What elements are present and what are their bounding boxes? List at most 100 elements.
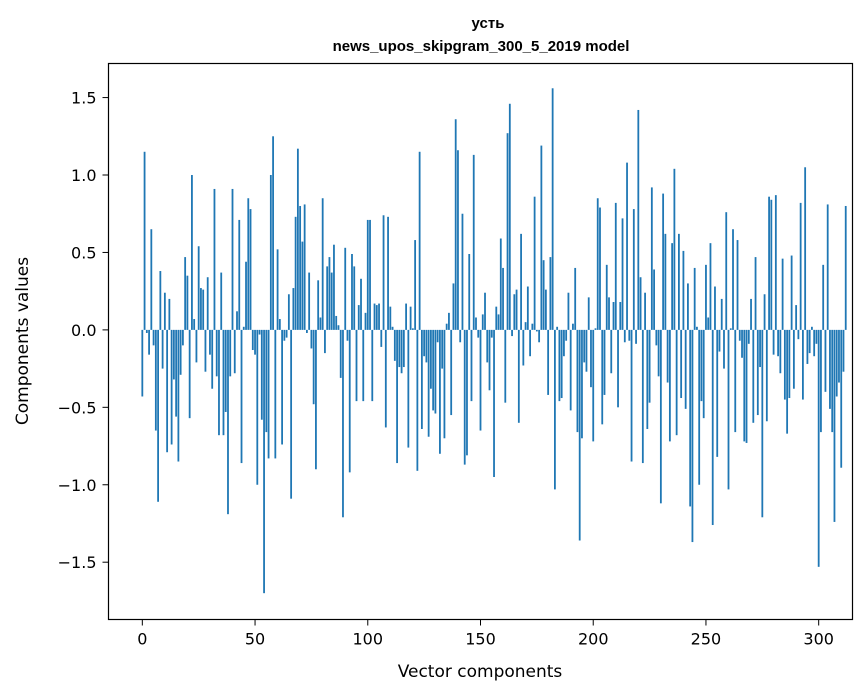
bar: [804, 167, 807, 330]
bar: [750, 298, 752, 330]
bar: [729, 328, 732, 330]
x-tick-label: 200: [578, 630, 609, 649]
bar: [466, 329, 468, 456]
bar: [193, 319, 196, 330]
bar: [312, 329, 315, 405]
x-tick-label: 300: [803, 630, 834, 649]
y-axis-ticks: −1.5 −1.0 −0.5 0.0 0.5 1.0 1.5: [58, 89, 109, 572]
bar: [783, 329, 786, 400]
bar: [714, 286, 716, 330]
bar: [738, 329, 741, 341]
bar: [222, 329, 225, 436]
bar: [835, 329, 838, 397]
bar: [650, 187, 653, 330]
bar: [720, 298, 723, 330]
bar: [249, 209, 252, 330]
bar: [272, 136, 274, 330]
bar: [475, 317, 477, 330]
bar: [808, 329, 811, 354]
bar: [567, 292, 570, 330]
bar: [290, 329, 293, 499]
bar: [513, 294, 516, 330]
bar: [200, 288, 202, 330]
bar: [585, 329, 588, 372]
bar: [229, 329, 232, 377]
bar: [337, 325, 340, 330]
bar: [824, 329, 827, 392]
bar: [524, 322, 527, 330]
bars-group: [141, 88, 847, 594]
bar: [691, 329, 694, 543]
bar: [596, 198, 599, 330]
bar: [269, 175, 272, 330]
bar: [195, 329, 198, 363]
bar: [333, 244, 335, 330]
bar: [351, 254, 353, 330]
bar: [265, 329, 268, 433]
bar: [508, 103, 511, 330]
y-tick-label: 1.5: [71, 89, 96, 108]
y-tick-label: −1.0: [58, 476, 97, 495]
bar: [788, 329, 791, 399]
bar: [191, 175, 193, 330]
bar: [639, 277, 642, 330]
y-tick-label: 0.0: [71, 321, 96, 340]
bar: [206, 277, 209, 330]
bar: [287, 294, 290, 330]
y-tick-label: 1.0: [71, 166, 96, 185]
bar: [231, 188, 234, 330]
bar: [315, 329, 317, 470]
bar: [795, 305, 798, 330]
bar: [599, 207, 601, 330]
bar: [256, 329, 259, 485]
bar: [366, 219, 369, 330]
bar: [542, 260, 545, 330]
bar: [204, 329, 207, 372]
bar: [587, 297, 590, 330]
bar: [752, 329, 755, 423]
bar: [538, 329, 541, 343]
bar: [452, 283, 455, 330]
bar: [382, 215, 385, 330]
bar: [756, 329, 759, 416]
bar: [590, 329, 592, 388]
bar: [344, 247, 347, 330]
bar: [157, 329, 159, 502]
bar: [554, 329, 556, 490]
bar: [563, 329, 565, 357]
bar: [522, 329, 525, 366]
bar: [662, 193, 665, 330]
bar: [324, 329, 326, 354]
bar: [592, 329, 595, 442]
bar: [260, 329, 263, 420]
bar: [820, 329, 822, 433]
bar: [407, 329, 410, 448]
bar: [150, 229, 153, 330]
bar: [166, 329, 169, 453]
bar: [285, 329, 288, 338]
bar: [301, 241, 304, 330]
bar: [689, 329, 692, 507]
bar: [637, 109, 640, 330]
bar: [457, 150, 459, 330]
bar: [468, 254, 471, 330]
bar: [441, 329, 444, 369]
bar: [648, 329, 651, 403]
bar: [170, 329, 173, 445]
bar: [551, 88, 554, 330]
bar: [626, 162, 628, 330]
bar: [826, 204, 829, 330]
bar: [179, 329, 182, 375]
bar: [461, 213, 464, 330]
bar: [339, 329, 342, 378]
bar: [806, 329, 809, 364]
y-tick-label: −0.5: [58, 398, 97, 417]
bar: [186, 275, 189, 330]
bar: [369, 219, 371, 330]
bar: [154, 329, 157, 431]
x-tick-label: 150: [465, 630, 496, 649]
bar: [646, 329, 649, 429]
bar: [445, 323, 448, 330]
bar: [402, 329, 405, 368]
bar: [319, 317, 322, 330]
